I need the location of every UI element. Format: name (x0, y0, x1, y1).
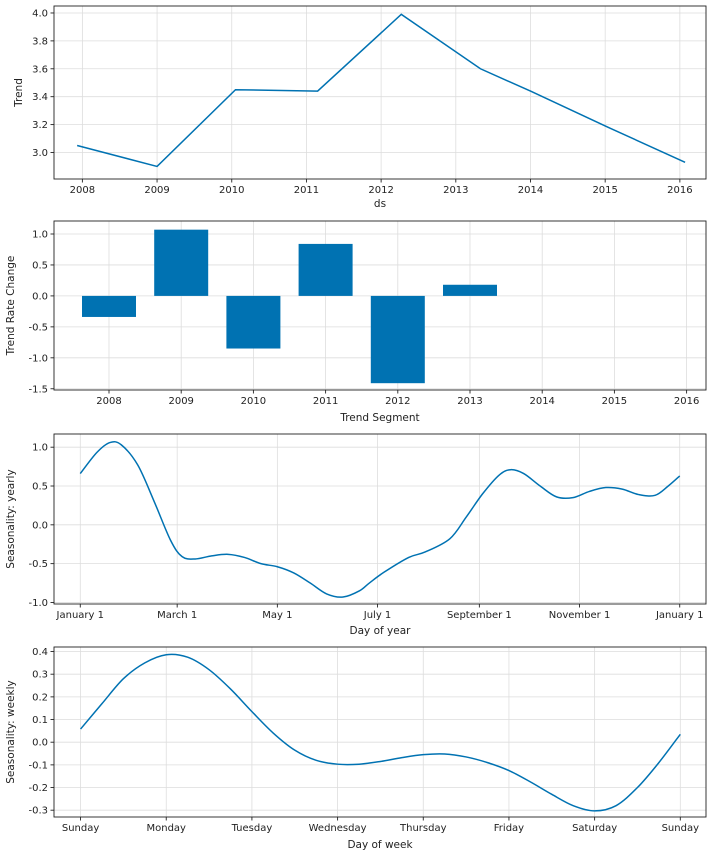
yearly-seasonality-y-tick-label: 1.0 (32, 443, 48, 454)
yearly-seasonality-x-tick-label: January 1 (56, 610, 104, 621)
weekly-seasonality-x-tick-label: Thursday (399, 823, 447, 834)
trend-rate-change-y-tick-label: 0.0 (32, 291, 48, 302)
weekly-seasonality-x-axis-label: Day of week (347, 839, 413, 851)
weekly-seasonality-x-tick-label: Saturday (572, 823, 617, 834)
weekly-seasonality-y-tick-label: 0.1 (32, 715, 48, 726)
trend-rate-change-x-tick-label: 2013 (457, 396, 482, 407)
weekly-seasonality-x-tick-label: Sunday (62, 823, 99, 834)
weekly-seasonality-y-tick-label: 0.2 (32, 692, 48, 703)
trend-x-tick-label: 2015 (592, 185, 617, 196)
trend-rate-change-x-tick-label: 2009 (168, 396, 193, 407)
trend-x-tick-label: 2009 (144, 185, 169, 196)
yearly-seasonality-x-tick-label: March 1 (157, 610, 197, 621)
weekly-seasonality-x-tick-label: Sunday (662, 823, 699, 834)
weekly-seasonality-y-tick-label: -0.2 (28, 783, 48, 794)
trend-y-tick-label: 4.0 (32, 8, 48, 19)
weekly-seasonality-panel: 0.4 0.3 0.2 0.1 0.0 -0.1 -0.2 -0.3 Sunday Monday T… (5, 646, 707, 851)
yearly-seasonality-y-tick-label: -1.0 (28, 598, 48, 609)
yearly-seasonality-x-axis-label: Day of year (350, 625, 412, 637)
trend-panel: 3.0 3.2 3.4 3.6 3.8 4.0 2008 2009 2010 2011 2012 20… (13, 5, 707, 210)
weekly-seasonality-y-tick-label: 0.3 (32, 670, 48, 681)
trend-rate-change-bar (298, 243, 353, 296)
yearly-seasonality-y-tick-label: 0.0 (32, 520, 48, 531)
trend-rate-change-y-tick-label: -1.5 (28, 384, 48, 395)
trend-rate-change-bar (443, 284, 497, 296)
weekly-seasonality-y-tick-label: -0.3 (28, 806, 48, 817)
trend-rate-change-panel: 1.0 0.5 0.0 -0.5 -1.0 -1.5 2008 2009 2010 2011 201… (5, 220, 707, 424)
trend-rate-change-y-tick-label: -1.0 (28, 353, 48, 364)
trend-x-tick-label: 2014 (518, 185, 543, 196)
weekly-seasonality-x-tick-label: Tuesday (231, 823, 273, 834)
trend-x-axis-label: ds (374, 198, 386, 210)
trend-rate-change-y-tick-label: 1.0 (32, 230, 48, 241)
yearly-seasonality-x-tick-label: January 1 (655, 610, 703, 621)
trend-rate-change-x-tick-label: 2011 (313, 396, 338, 407)
weekly-seasonality-x-tick-label: Monday (146, 823, 186, 834)
yearly-seasonality-x-tick-label: July 1 (363, 610, 392, 621)
yearly-seasonality-x-tick-label: May 1 (262, 610, 292, 621)
trend-rate-change-x-tick-label: 2014 (529, 396, 554, 407)
trend-rate-change-y-axis-label: Trend Rate Change (5, 256, 17, 357)
trend-y-tick-label: 3.2 (32, 120, 48, 131)
trend-line (76, 13, 686, 168)
weekly-seasonality-y-tick-label: -0.1 (28, 760, 48, 771)
weekly-seasonality-y-tick-label: 0.4 (32, 647, 48, 658)
trend-rate-change-bar (82, 295, 136, 317)
trend-rate-change-axes-frame (53, 220, 707, 391)
trend-x-tick-label: 2012 (368, 185, 393, 196)
trend-rate-change-x-tick-label: 2012 (385, 396, 410, 407)
trend-y-tick-label: 3.8 (32, 36, 48, 47)
trend-x-tick-label: 2011 (294, 185, 319, 196)
trend-rate-change-y-tick-label: -0.5 (28, 322, 48, 333)
yearly-seasonality-axes-frame (53, 433, 707, 605)
trend-axes-frame (53, 5, 707, 180)
weekly-seasonality-axes-frame (53, 646, 707, 818)
weekly-seasonality-x-tick-label: Wednesday (309, 823, 367, 834)
trend-rate-change-x-tick-label: 2008 (96, 396, 121, 407)
trend-x-tick-label: 2016 (667, 185, 692, 196)
yearly-seasonality-y-tick-label: 0.5 (32, 482, 48, 493)
yearly-seasonality-y-tick-label: -0.5 (28, 559, 48, 570)
weekly-seasonality-y-tick-label: 0.0 (32, 738, 48, 749)
trend-y-tick-label: 3.4 (32, 92, 48, 103)
trend-rate-change-x-tick-label: 2010 (241, 396, 266, 407)
yearly-seasonality-y-axis-label: Seasonality: yearly (5, 469, 17, 568)
trend-rate-change-bar (226, 295, 281, 349)
weekly-seasonality-x-tick-label: Friday (494, 823, 524, 834)
trend-x-tick-label: 2013 (443, 185, 468, 196)
trend-rate-change-x-axis-label: Trend Segment (339, 412, 419, 424)
yearly-seasonality-panel: 1.0 0.5 0.0 -0.5 -1.0 January 1 March 1 May 1 Ju… (5, 433, 707, 637)
trend-x-tick-label: 2010 (219, 185, 244, 196)
trend-x-tick-label: 2008 (70, 185, 95, 196)
trend-rate-change-bar (370, 295, 425, 384)
trend-rate-change-x-tick-label: 2016 (674, 396, 699, 407)
yearly-seasonality-line (79, 440, 681, 598)
weekly-seasonality-line (79, 653, 681, 812)
weekly-seasonality-y-axis-label: Seasonality: weekly (5, 680, 17, 784)
trend-y-tick-label: 3.6 (32, 64, 48, 75)
trend-rate-change-x-tick-label: 2015 (602, 396, 627, 407)
trend-rate-change-y-tick-label: 0.5 (32, 260, 48, 271)
trend-y-axis-label: Trend (13, 78, 25, 108)
trend-rate-change-bar (154, 229, 209, 296)
yearly-seasonality-x-tick-label: September 1 (447, 610, 512, 621)
yearly-seasonality-x-tick-label: November 1 (549, 610, 611, 621)
trend-y-tick-label: 3.0 (32, 148, 48, 159)
